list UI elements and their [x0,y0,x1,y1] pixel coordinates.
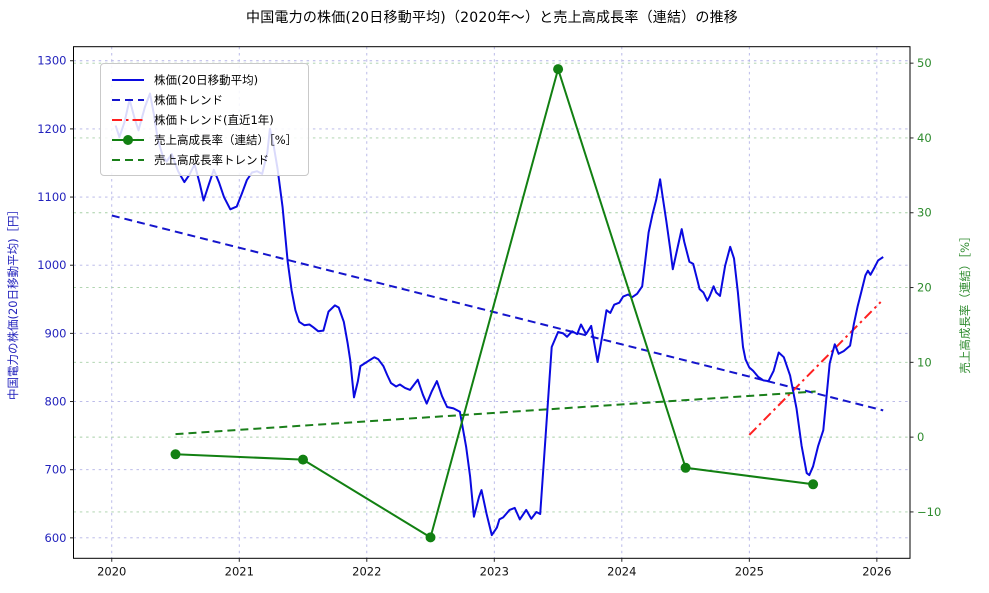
left-tick-label: 600 [45,531,67,545]
left-tick-label: 800 [45,395,67,409]
chart-title: 中国電力の株価(20日移動平均)（2020年～）と売上高成長率（連結）の推移 [246,10,738,26]
series-sales-growth-trend [175,390,816,436]
right-tick-label: −10 [917,505,941,519]
legend-marker-icon [123,134,133,145]
series-price-trend [111,214,884,412]
legend-line-sample-price-trend [112,98,144,101]
data-point-sales-growth [170,449,181,460]
left-tick-label: 1000 [37,258,66,272]
data-point-sales-growth [808,479,819,490]
legend-item-price-ma20: 株価(20日移動平均) [110,71,297,88]
legend-line-sample-sales-growth [112,134,144,145]
x-tick-label: 2026 [862,564,891,578]
left-tick-label: 700 [45,463,67,477]
legend-label: 売上高成長率（連結）［%］ [154,132,298,147]
legend-item-sales-growth: 売上高成長率（連結）［%］ [110,131,297,148]
legend-item-sales-growth-trend: 売上高成長率トレンド [110,151,297,168]
left-tick-label: 900 [45,326,67,340]
data-point-sales-growth [553,64,564,75]
x-tick-label: 2024 [607,564,636,578]
legend-item-price-trend-recent: 株価トレンド(直近1年) [110,111,297,128]
legend-line-sample-price-trend-recent [112,118,144,121]
plot-frame [73,46,911,559]
series-sales-growth [175,68,814,539]
legend: 株価(20日移動平均) 株価トレンド株価トレンド(直近1年) 売上高成長率（連結）［… [100,63,310,176]
right-tick-label: 50 [917,56,932,70]
left-tick-label: 1300 [37,54,66,68]
legend-line-sample-price-ma20 [112,78,144,81]
axes-layer: 2020 2021 2022 2023 2024 2025 2026 600 700 800 900… [37,46,941,578]
right-tick-label: 30 [917,206,932,220]
legend-label: 株価トレンド [154,92,223,107]
legend-item-price-trend: 株価トレンド [110,91,297,108]
right-tick-label: 40 [917,131,932,145]
x-tick-label: 2020 [97,564,126,578]
x-tick-label: 2022 [352,564,381,578]
left-tick-label: 1100 [37,190,66,204]
legend-line-sample-sales-growth-trend [112,158,144,161]
x-tick-label: 2023 [480,564,509,578]
left-tick-label: 1200 [37,122,66,136]
legend-label: 株価(20日移動平均) [154,72,259,87]
right-tick-label: 0 [917,430,924,444]
left-axis-label: 中国電力の株価(20日移動平均)［円］ [6,204,20,400]
right-axis-label: 売上高成長率（連結）［%］ [958,230,972,373]
legend-label: 売上高成長率トレンド [154,152,269,167]
right-tick-label: 20 [917,281,932,295]
series-price-trend-recent [748,301,882,436]
data-point-sales-growth [680,462,691,473]
data-point-sales-growth [425,532,436,543]
legend-label: 株価トレンド(直近1年) [154,112,274,127]
x-tick-label: 2025 [735,564,764,578]
data-point-sales-growth [298,454,308,465]
right-tick-label: 10 [917,355,932,369]
x-tick-label: 2021 [225,564,254,578]
grid-layer [73,46,910,559]
